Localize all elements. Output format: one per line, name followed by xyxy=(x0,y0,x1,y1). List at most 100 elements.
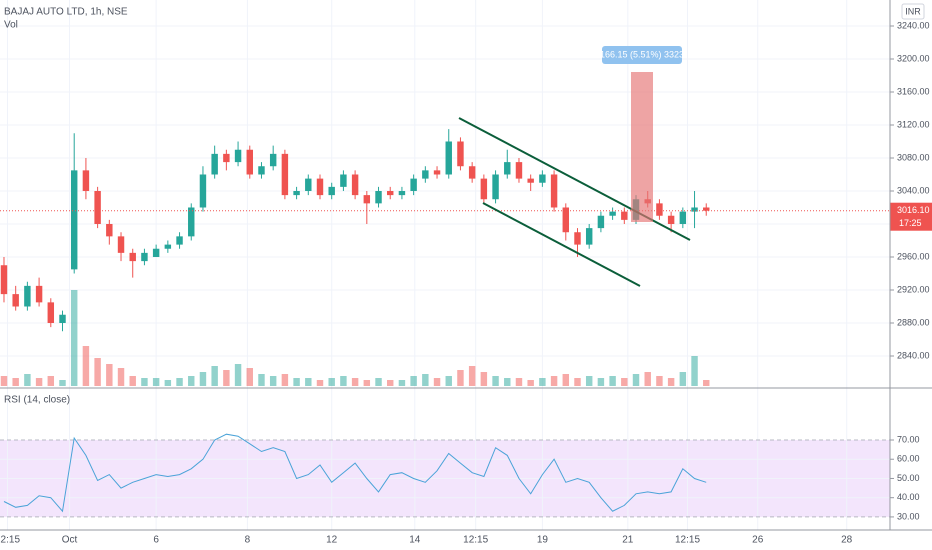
volume-bar xyxy=(504,378,511,386)
currency-button[interactable] xyxy=(901,3,925,20)
candle-body xyxy=(106,223,113,237)
x-tick-label: 21 xyxy=(622,535,634,546)
volume-bar xyxy=(363,380,371,386)
volume-bar xyxy=(433,378,441,386)
candle-body xyxy=(234,149,242,163)
candle-body xyxy=(480,178,488,200)
candle-body xyxy=(597,215,605,229)
volume-bar xyxy=(316,380,324,386)
candle-body xyxy=(35,285,43,303)
y-tick-label: 50.00 xyxy=(897,473,920,483)
volume-bar xyxy=(445,376,452,386)
volume-bar xyxy=(70,290,78,386)
x-tick-label: 12:15 xyxy=(463,535,488,546)
volume-bar xyxy=(117,368,125,386)
volume-title: Vol xyxy=(4,20,18,31)
volume-bar xyxy=(293,378,300,386)
volume-bar xyxy=(0,376,8,386)
candle-body xyxy=(47,302,55,323)
volume-bar xyxy=(457,370,464,386)
volume-bar xyxy=(667,378,675,386)
volume-bar xyxy=(164,380,172,386)
volume-bar xyxy=(539,378,546,386)
candle-body xyxy=(398,190,406,196)
volume-bar xyxy=(375,378,382,386)
candle-body xyxy=(258,166,265,175)
measure-tag xyxy=(602,46,682,64)
candle-body xyxy=(539,174,546,183)
volume-bar xyxy=(211,366,218,386)
measure-label: 166.15 (5.51%) 3323 xyxy=(600,49,684,59)
trend-line-lower xyxy=(482,202,641,287)
volume-bar xyxy=(246,368,253,386)
candle-body xyxy=(188,207,195,237)
volume-bar xyxy=(152,378,160,386)
volume-bar xyxy=(632,374,640,386)
candle-body xyxy=(293,190,300,196)
volume-bar xyxy=(410,376,417,386)
candle-body xyxy=(141,252,148,262)
rsi-title: RSI (14, close) xyxy=(4,395,70,406)
candle-body xyxy=(281,153,289,196)
y-tick-label: 30.00 xyxy=(897,511,920,521)
volume-bar xyxy=(550,376,558,386)
candle-body xyxy=(504,162,511,175)
candle-body xyxy=(316,178,324,196)
volume-bar xyxy=(24,374,31,386)
y-tick-label: 2960.00 xyxy=(897,251,930,261)
volume-bar xyxy=(328,378,335,386)
volume-bar xyxy=(515,378,523,386)
candle-body xyxy=(24,285,31,307)
countdown: 17:25 xyxy=(899,218,922,228)
volume-bar xyxy=(387,380,394,386)
candle-body xyxy=(621,211,628,220)
volume-bar xyxy=(199,372,207,386)
candle-body xyxy=(656,203,663,216)
x-tick-label: 12 xyxy=(326,535,338,546)
y-tick-label: 2880.00 xyxy=(897,317,930,327)
last-price: 3016.10 xyxy=(897,205,930,215)
volume-bar xyxy=(106,364,113,386)
volume-bar xyxy=(468,366,476,386)
volume-bar xyxy=(621,378,628,386)
candle-body xyxy=(410,178,417,191)
candle-body xyxy=(445,141,452,175)
last-price-tag xyxy=(890,202,932,231)
candle-body xyxy=(433,170,441,175)
volume-bar xyxy=(644,372,651,386)
candle-body xyxy=(691,207,698,212)
volume-bar xyxy=(305,378,312,386)
candle-body xyxy=(679,211,687,224)
y-tick-label: 3240.00 xyxy=(897,20,930,30)
volume-bar xyxy=(574,378,581,386)
x-tick-label: 14 xyxy=(409,535,421,546)
volume-bar xyxy=(679,372,687,386)
y-tick-label: 3080.00 xyxy=(897,152,930,162)
volume-bar xyxy=(527,380,534,386)
candle-body xyxy=(211,153,218,175)
y-tick-label: 70.00 xyxy=(897,434,920,444)
volume-bar xyxy=(176,378,183,386)
volume-bar xyxy=(223,370,230,386)
x-tick-label: 12:15 xyxy=(675,535,700,546)
candle-body xyxy=(667,215,675,224)
candle-body xyxy=(457,141,464,167)
candle-body xyxy=(117,236,125,253)
candle-body xyxy=(363,195,371,204)
candle-body xyxy=(269,153,277,167)
volume-bar xyxy=(188,376,195,386)
candle-body xyxy=(492,174,499,200)
x-tick-label: 26 xyxy=(752,535,764,546)
candle-body xyxy=(515,162,523,179)
candle-body xyxy=(562,207,570,233)
y-tick-label: 40.00 xyxy=(897,492,920,502)
y-tick-label: 3040.00 xyxy=(897,185,930,195)
volume-bar xyxy=(492,376,499,386)
x-tick-label: 8 xyxy=(245,535,251,546)
candle-body xyxy=(527,178,534,183)
volume-bar xyxy=(47,376,55,386)
measure-box xyxy=(631,72,653,222)
x-tick-label: 6 xyxy=(153,535,159,546)
volume-bar xyxy=(351,378,359,386)
volume-bar xyxy=(691,356,698,386)
